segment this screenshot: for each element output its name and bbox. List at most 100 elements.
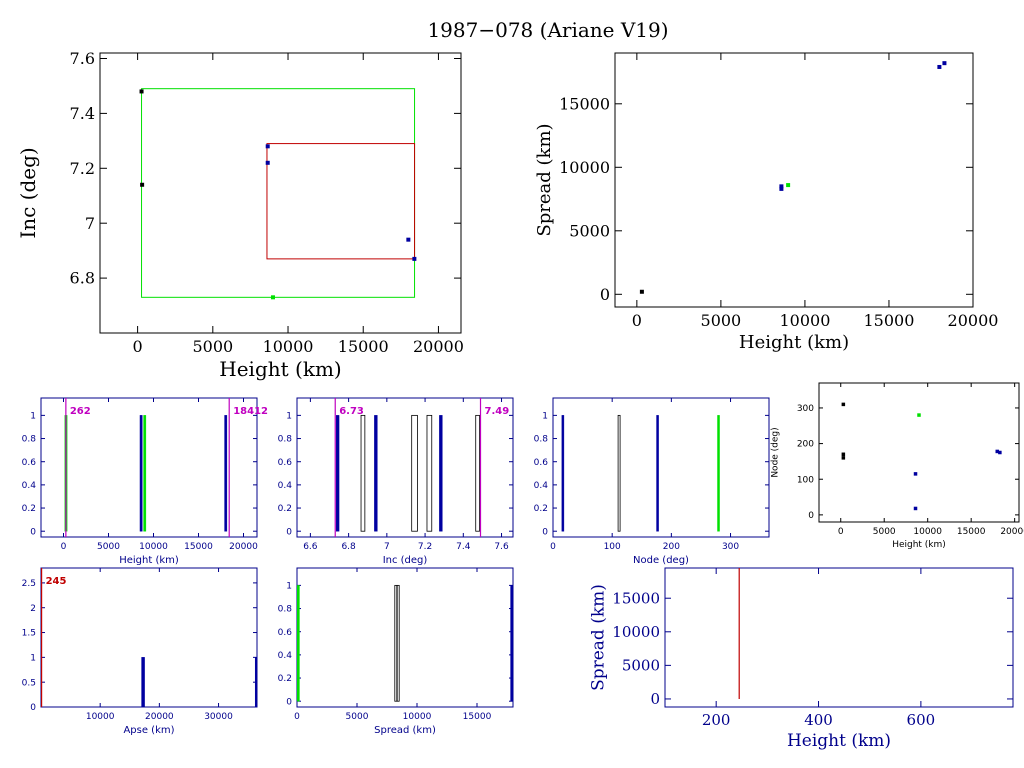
chart-hist-inc: 6.6 6.8 7 7.2 7.4 7.6 0 0.2 0.4 0.6 0.8 1 Inc (deg) 6… bbox=[278, 397, 514, 566]
x-tick-label: 5000 bbox=[873, 527, 896, 537]
plot-frame bbox=[552, 397, 770, 538]
range-marker-label: 262 bbox=[70, 406, 91, 417]
histogram-bar bbox=[561, 415, 565, 532]
x-axis-label: Height (km) bbox=[892, 540, 946, 550]
y-tick-label: 1 bbox=[286, 582, 292, 592]
data-point bbox=[942, 61, 947, 66]
y-tick-label: 0 bbox=[542, 527, 548, 537]
x-axis-label: Node (deg) bbox=[633, 555, 689, 566]
y-tick-label: 10000 bbox=[559, 158, 610, 177]
range-marker-label: 7.49 bbox=[485, 406, 510, 417]
y-tick-label: 0 bbox=[808, 511, 814, 521]
y-tick-label: 2 bbox=[30, 604, 36, 614]
y-tick-label: 2.5 bbox=[22, 579, 36, 589]
range-marker-label: 18412 bbox=[233, 406, 268, 417]
range-marker-label: 6.73 bbox=[339, 406, 364, 417]
y-tick-label: 1 bbox=[30, 412, 36, 422]
x-tick-label: 20000 bbox=[145, 712, 174, 722]
y-axis-label: Spread (km) bbox=[534, 123, 555, 236]
x-axis-label: Height (km) bbox=[787, 731, 891, 751]
plot-frame bbox=[40, 567, 258, 708]
x-tick-label: 0 bbox=[632, 311, 642, 330]
y-tick-label: 7 bbox=[85, 214, 95, 233]
x-tick-label: 15000 bbox=[184, 542, 213, 552]
x-tick-label: 30000 bbox=[204, 712, 233, 722]
x-tick-label: 200 bbox=[663, 542, 680, 552]
data-point bbox=[937, 64, 942, 69]
x-tick-label: 7.2 bbox=[418, 542, 432, 552]
y-tick-label: 0 bbox=[286, 527, 292, 537]
y-tick-label: 15000 bbox=[559, 94, 610, 113]
chart-spread-height: 0 5000 10000 15000 20000 0 5000 10000 15000 Heigh… bbox=[534, 52, 998, 353]
range-box-green bbox=[141, 88, 416, 298]
histogram-bar bbox=[656, 415, 659, 532]
x-tick-label: 5000 bbox=[346, 712, 369, 722]
y-tick-label: 200 bbox=[797, 440, 814, 450]
x-tick-label: 6.6 bbox=[303, 542, 318, 552]
x-tick-label: 6.8 bbox=[341, 542, 356, 552]
y-tick-label: 0.2 bbox=[22, 504, 36, 514]
x-axis-label: Height (km) bbox=[219, 357, 341, 381]
x-tick-label: 0 bbox=[838, 527, 844, 537]
y-tick-label: 7.4 bbox=[70, 104, 95, 123]
data-point bbox=[270, 295, 275, 300]
data-point bbox=[998, 450, 1002, 455]
y-tick-label: 0.4 bbox=[534, 481, 549, 491]
y-tick-label: 0.2 bbox=[534, 504, 548, 514]
x-tick-label: 400 bbox=[804, 711, 833, 729]
y-tick-label: 0 bbox=[650, 690, 660, 708]
range-box-red bbox=[266, 143, 416, 260]
x-tick-label: 20000 bbox=[413, 337, 464, 356]
histogram-bar bbox=[394, 584, 398, 702]
x-tick-label: 0 bbox=[133, 337, 143, 356]
x-axis-label: Spread (km) bbox=[374, 725, 436, 736]
x-tick-label: 5000 bbox=[701, 311, 742, 330]
histogram-bar bbox=[224, 415, 228, 532]
y-tick-label: 0.2 bbox=[278, 674, 292, 684]
y-tick-label: 0.6 bbox=[534, 458, 549, 468]
x-tick-label: 7 bbox=[384, 542, 390, 552]
x-tick-label: 0 bbox=[61, 542, 67, 552]
x-tick-label: 7.4 bbox=[456, 542, 471, 552]
histogram-bar bbox=[617, 414, 621, 532]
x-axis-label: Apse (km) bbox=[123, 725, 174, 736]
data-point bbox=[265, 160, 270, 165]
y-tick-label: 5000 bbox=[622, 657, 660, 675]
data-point bbox=[139, 89, 144, 94]
data-point bbox=[265, 144, 270, 149]
y-axis-label: Inc (deg) bbox=[16, 147, 40, 238]
x-tick-label: 10000 bbox=[403, 712, 432, 722]
y-tick-label: 0.2 bbox=[278, 504, 292, 514]
chart-hist-spread: 0 5000 10000 15000 0 0.2 0.4 0.6 0.8 1 Spread (km) bbox=[278, 567, 514, 736]
y-tick-label: 0.4 bbox=[278, 651, 293, 661]
y-tick-label: 0.8 bbox=[22, 435, 37, 445]
x-tick-label: 10000 bbox=[263, 337, 314, 356]
x-tick-label: 5000 bbox=[97, 542, 120, 552]
x-tick-label: 600 bbox=[907, 711, 936, 729]
y-tick-label: 15000 bbox=[612, 589, 660, 607]
x-tick-label: 20000 bbox=[229, 542, 258, 552]
x-tick-label: 300 bbox=[722, 542, 739, 552]
x-tick-label: 100 bbox=[604, 542, 621, 552]
plot-frame bbox=[99, 52, 462, 334]
y-axis-label: Spread (km) bbox=[589, 584, 609, 691]
histogram-bar bbox=[374, 415, 378, 532]
histogram-bar bbox=[717, 415, 720, 532]
x-tick-label: 15000 bbox=[957, 527, 986, 537]
y-axis-label: Node (deg) bbox=[770, 427, 780, 477]
data-point bbox=[913, 506, 918, 511]
y-tick-label: 0.4 bbox=[278, 481, 293, 491]
y-tick-label: 6.8 bbox=[70, 269, 95, 288]
x-tick-label: 15000 bbox=[338, 337, 389, 356]
histogram-bar bbox=[141, 657, 145, 707]
range-marker-label: 245 bbox=[46, 576, 67, 587]
y-tick-label: 0 bbox=[286, 697, 292, 707]
data-point bbox=[779, 186, 784, 191]
y-tick-label: 0 bbox=[30, 527, 36, 537]
figure-title: 1987−078 (Ariane V19) bbox=[427, 18, 668, 42]
x-tick-label: 0 bbox=[294, 712, 300, 722]
data-point bbox=[786, 183, 791, 188]
plot-frame bbox=[296, 397, 514, 538]
histogram-bar bbox=[139, 415, 143, 532]
